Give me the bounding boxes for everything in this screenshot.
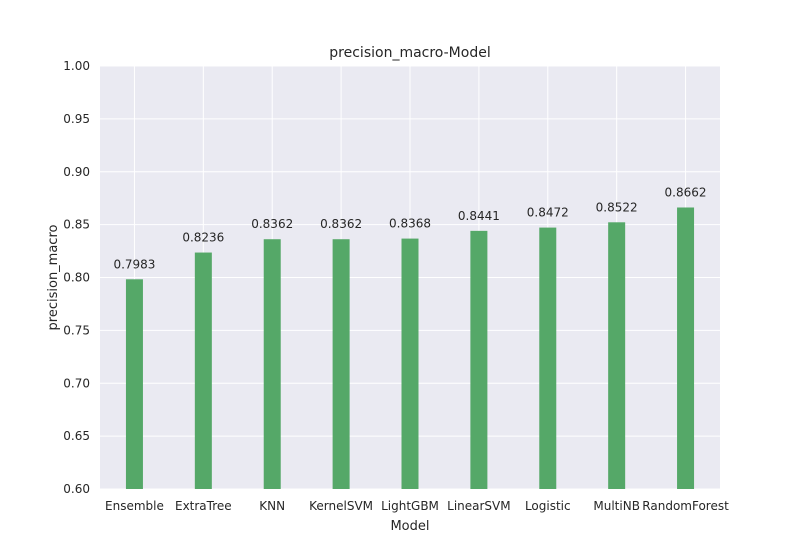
value-label-ensemble: 0.7983 bbox=[113, 257, 155, 271]
y-tick-label: 1.00 bbox=[63, 59, 90, 73]
bar-ensemble bbox=[125, 279, 143, 489]
value-label-knn: 0.8362 bbox=[251, 217, 293, 231]
x-tick-label-randomforest: RandomForest bbox=[642, 499, 729, 513]
value-label-logistic: 0.8472 bbox=[527, 206, 569, 220]
bar-lightgbm bbox=[401, 238, 419, 489]
x-tick-label-linearsvm: LinearSVM bbox=[447, 499, 510, 513]
x-tick-label-logistic: Logistic bbox=[525, 499, 571, 513]
x-tick-label-extratree: ExtraTree bbox=[175, 499, 232, 513]
y-tick-labels: 0.60 0.65 0.70 0.75 0.80 0.85 0.90 0.95 1.00 bbox=[63, 59, 90, 496]
chart-title: precision_macro-Model bbox=[329, 45, 490, 61]
bar-extratree bbox=[194, 252, 212, 489]
x-tick-label-multinb: MultiNB bbox=[593, 499, 640, 513]
value-label-multinb: 0.8522 bbox=[596, 200, 638, 214]
value-label-randomforest: 0.8662 bbox=[665, 185, 707, 199]
value-label-linearsvm: 0.8441 bbox=[458, 209, 500, 223]
bars bbox=[125, 207, 695, 489]
value-label-extratree: 0.8236 bbox=[182, 231, 224, 245]
y-tick-label: 0.85 bbox=[63, 218, 90, 232]
x-tick-label-lightgbm: LightGBM bbox=[381, 499, 439, 513]
y-tick-label: 0.95 bbox=[63, 112, 90, 126]
value-label-kernelsvm: 0.8362 bbox=[320, 217, 362, 231]
y-tick-label: 0.80 bbox=[63, 271, 90, 285]
y-axis-title: precision_macro bbox=[46, 224, 61, 330]
value-label-lightgbm: 0.8368 bbox=[389, 217, 431, 231]
x-tick-label-knn: KNN bbox=[259, 499, 285, 513]
y-tick-label: 0.75 bbox=[63, 323, 90, 337]
bar-multinb bbox=[608, 222, 626, 489]
x-tick-label-kernelsvm: KernelSVM bbox=[309, 499, 373, 513]
x-tick-labels: Ensemble ExtraTree KNN KernelSVM LightGBM Lin… bbox=[105, 499, 729, 513]
bar-kernelsvm bbox=[332, 239, 350, 489]
bar-linearsvm bbox=[470, 230, 488, 489]
bar-randomforest bbox=[677, 207, 695, 489]
y-tick-label: 0.70 bbox=[63, 376, 90, 390]
value-labels: 0.7983 0.8236 0.8362 0.8362 0.8368 0.8441 0.84… bbox=[113, 185, 706, 271]
y-tick-label: 0.65 bbox=[63, 429, 90, 443]
bar-logistic bbox=[539, 227, 557, 489]
bar-knn bbox=[263, 239, 281, 489]
x-tick-label-ensemble: Ensemble bbox=[105, 499, 164, 513]
y-tick-label: 0.60 bbox=[63, 482, 90, 496]
x-axis-title: Model bbox=[390, 519, 429, 534]
y-tick-label: 0.90 bbox=[63, 165, 90, 179]
